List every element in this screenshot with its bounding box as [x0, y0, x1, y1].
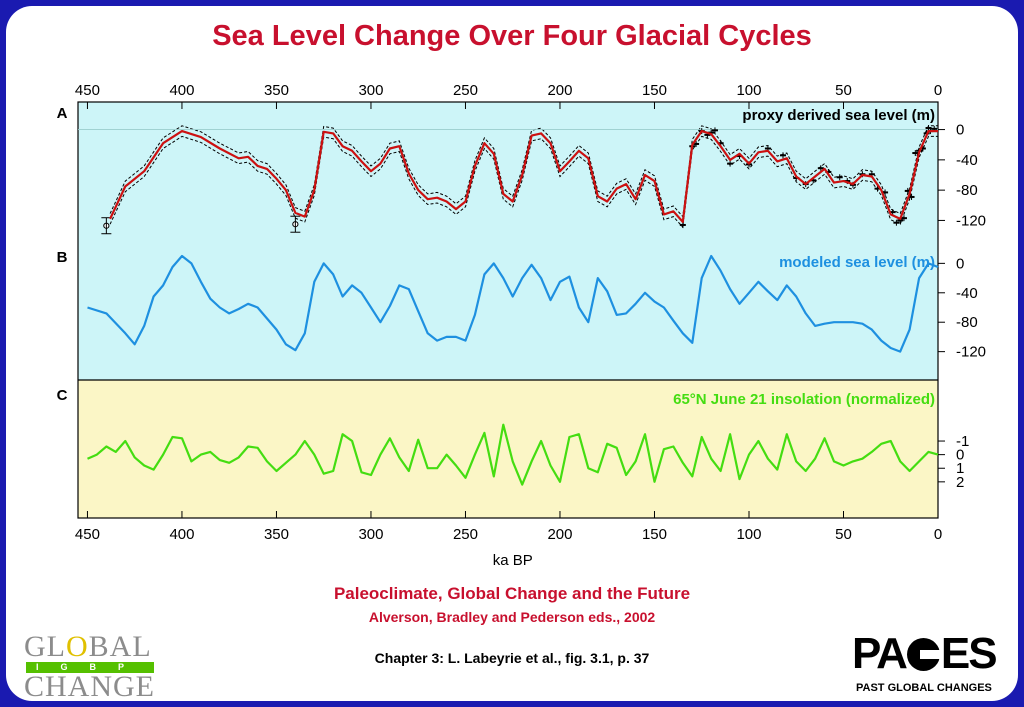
series-label-A: proxy derived sea level (m)	[742, 107, 935, 124]
y-tick-label-B: -80	[956, 314, 978, 331]
x-tick-label-bottom: 200	[547, 526, 572, 543]
y-tick-label-A: -40	[956, 152, 978, 169]
caption-chapter: Chapter 3: L. Labeyrie et al., fig. 3.1,…	[374, 650, 650, 666]
x-tick-label-top: 0	[934, 82, 942, 99]
caption-editors: Alverson, Bradley and Pederson eds., 200…	[368, 609, 656, 625]
x-tick-label-bottom: 100	[736, 526, 761, 543]
series-line-A	[109, 130, 938, 223]
series-label-C: 65°N June 21 insolation (normalized)	[673, 391, 935, 408]
y-tick-label-B: 0	[956, 255, 964, 272]
y-tick-label-A: 0	[956, 122, 964, 139]
proxy-envelope-lower	[109, 135, 938, 229]
x-axis-label: ka BP	[493, 552, 533, 569]
y-tick-label-A: -80	[956, 182, 978, 199]
x-tick-label-top: 400	[169, 82, 194, 99]
panel-label-C: C	[57, 387, 68, 404]
x-tick-label-bottom: 450	[75, 526, 100, 543]
series-line-B	[87, 254, 939, 353]
y-tick-label-C: 0	[956, 447, 964, 464]
x-tick-label-bottom: 250	[453, 526, 478, 543]
y-tick-label-C: 1	[956, 460, 964, 477]
page-title: Sea Level Change Over Four Glacial Cycle…	[212, 20, 812, 52]
igbp-global-change-logo: GLOBAL IGBP CHANGE	[24, 630, 155, 701]
proxy-envelope-upper	[109, 125, 938, 218]
y-tick-label-B: -40	[956, 285, 978, 302]
caption-book-title: Paleoclimate, Global Change and the Futu…	[333, 584, 691, 603]
panel-c-background	[78, 380, 938, 518]
x-tick-label-bottom: 400	[169, 526, 194, 543]
plot-frame	[77, 101, 939, 519]
x-tick-label-top: 350	[264, 82, 289, 99]
x-tick-label-bottom: 350	[264, 526, 289, 543]
y-tick-label-B: -120	[956, 344, 986, 361]
x-tick-label-top: 100	[736, 82, 761, 99]
series-line-C	[87, 423, 939, 486]
panel-label-A: A	[57, 105, 68, 122]
pages-logo: PA ES PAST GLOBAL CHANGES	[852, 629, 998, 695]
x-tick-label-top: 50	[835, 82, 852, 99]
sea-level-chart: 4504504004003503503003002502502002001501…	[57, 82, 986, 569]
panel-label-B: B	[57, 249, 68, 266]
series-label-B: modeled sea level (m)	[779, 254, 935, 271]
y-tick-label-A: -120	[956, 212, 986, 229]
y-tick-label-C: 2	[956, 474, 964, 491]
y-tick-label-C: -1	[956, 433, 969, 450]
x-tick-label-top: 150	[642, 82, 667, 99]
x-tick-label-bottom: 50	[835, 526, 852, 543]
slide-frame: Sea Level Change Over Four Glacial Cycle…	[6, 6, 1018, 701]
x-tick-label-top: 450	[75, 82, 100, 99]
x-tick-label-top: 300	[358, 82, 383, 99]
x-tick-label-bottom: 150	[642, 526, 667, 543]
x-tick-label-top: 250	[453, 82, 478, 99]
x-tick-label-top: 200	[547, 82, 572, 99]
x-tick-label-bottom: 300	[358, 526, 383, 543]
panel-ab-background	[78, 102, 938, 380]
x-tick-label-bottom: 0	[934, 526, 942, 543]
pages-g-icon	[906, 638, 940, 671]
